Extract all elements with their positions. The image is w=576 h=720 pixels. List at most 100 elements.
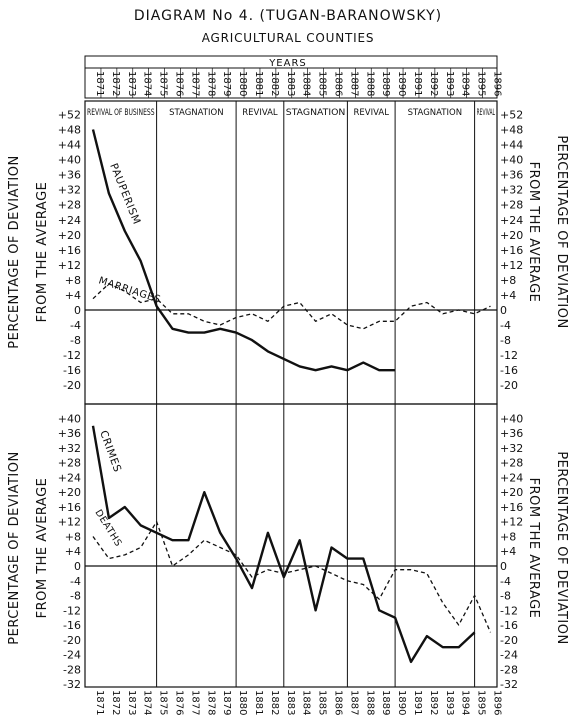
y-tick-right: +8 bbox=[500, 530, 516, 543]
y-tick-right: +24 bbox=[500, 471, 523, 484]
lower-left-ylabel-line1: PERCENTAGE OF DEVIATION bbox=[7, 451, 22, 644]
year-label-bottom: 1883 bbox=[285, 690, 296, 715]
y-tick-left: -20 bbox=[63, 379, 81, 392]
lower-panel-frame bbox=[84, 403, 498, 688]
upper-right-ylabel-line2: FROM THE AVERAGE bbox=[526, 162, 541, 303]
year-label-top: 1873 bbox=[126, 71, 137, 96]
series-pauperism-line bbox=[91, 129, 396, 372]
year-label-top: 1878 bbox=[205, 71, 216, 96]
y-tick-left: 0 bbox=[74, 304, 81, 317]
y-tick-left: -24 bbox=[63, 649, 81, 662]
y-tick-right: +40 bbox=[500, 154, 523, 167]
period-label: REVIVAL bbox=[354, 108, 390, 118]
year-label-top: 1876 bbox=[174, 71, 185, 96]
y-tick-left: +24 bbox=[58, 471, 81, 484]
year-label-bottom: 1895 bbox=[476, 690, 487, 715]
y-tick-left: +48 bbox=[58, 124, 81, 137]
y-tick-left: +40 bbox=[58, 154, 81, 167]
year-label-bottom: 1890 bbox=[396, 690, 407, 715]
year-label-top: 1894 bbox=[460, 71, 471, 96]
year-label-bottom: 1887 bbox=[348, 690, 359, 715]
year-label-bottom: 1876 bbox=[174, 690, 185, 715]
year-label-bottom: 1879 bbox=[221, 690, 232, 715]
upper-y-ticks: +52 +52+48 +48+44 +44+40 +40+36 +36+32 +32+28 +… bbox=[58, 108, 523, 392]
chart-title: DIAGRAM No 4. (TUGAN-BARANOWSKY) bbox=[134, 8, 442, 24]
y-tick-left: +44 bbox=[58, 139, 81, 152]
year-label-top: 1879 bbox=[221, 71, 232, 96]
series-deaths-line bbox=[92, 521, 492, 633]
year-label-bottom: 1885 bbox=[317, 690, 328, 715]
y-tick-right: +4 bbox=[500, 545, 516, 558]
y-tick-right: +12 bbox=[500, 259, 523, 272]
y-tick-right: -16 bbox=[500, 364, 518, 377]
y-tick-left: -4 bbox=[70, 319, 81, 332]
y-tick-right: -28 bbox=[500, 663, 518, 676]
year-label-top: 1887 bbox=[348, 71, 359, 96]
year-label-top: 1893 bbox=[444, 71, 455, 96]
period-label: REVIVAL bbox=[242, 108, 278, 118]
lower-y-ticks: +40 +40+36 +36+32 +32+28 +28+24 +24+20 +20+16 +… bbox=[58, 412, 523, 691]
y-tick-right: +28 bbox=[500, 457, 523, 470]
year-label-bottom: 1877 bbox=[189, 690, 200, 715]
y-tick-right: +36 bbox=[500, 169, 523, 182]
y-tick-left: +28 bbox=[58, 199, 81, 212]
series-crimes-line bbox=[91, 425, 476, 664]
y-tick-right: +12 bbox=[500, 516, 523, 529]
y-tick-left: -16 bbox=[63, 364, 81, 377]
y-tick-left: +20 bbox=[58, 486, 81, 499]
year-label-top: 1895 bbox=[476, 71, 487, 96]
y-tick-left: +20 bbox=[58, 229, 81, 242]
year-label-bottom: 1888 bbox=[364, 690, 375, 715]
y-tick-right: -20 bbox=[500, 634, 518, 647]
series-marriages-line bbox=[92, 283, 491, 330]
y-tick-right: +20 bbox=[500, 486, 523, 499]
y-tick-left: +4 bbox=[65, 545, 81, 558]
period-dividers bbox=[156, 101, 476, 687]
year-label-bottom: 1871 bbox=[94, 690, 105, 715]
y-tick-right: +16 bbox=[500, 244, 523, 257]
y-tick-left: -16 bbox=[63, 619, 81, 632]
lower-right-ylabel-line1: PERCENTAGE OF DEVIATION bbox=[554, 451, 569, 644]
year-label-top: 1888 bbox=[364, 71, 375, 96]
y-tick-right: +20 bbox=[500, 229, 523, 242]
y-tick-right: -16 bbox=[500, 619, 518, 632]
y-tick-right: +8 bbox=[500, 274, 516, 287]
lower-left-ylabel-line2: FROM THE AVERAGE bbox=[35, 478, 50, 619]
y-tick-right: -4 bbox=[500, 575, 511, 588]
y-tick-left: -4 bbox=[70, 575, 81, 588]
y-tick-left: +52 bbox=[58, 108, 81, 121]
y-tick-left: +16 bbox=[58, 244, 81, 257]
year-label-bottom: 1892 bbox=[428, 690, 439, 715]
upper-left-ylabel-line2: FROM THE AVERAGE bbox=[35, 182, 50, 323]
y-tick-right: +24 bbox=[500, 214, 523, 227]
years-header-frame bbox=[84, 55, 498, 99]
year-label-bottom: 1893 bbox=[444, 690, 455, 715]
year-label-top: 1890 bbox=[396, 71, 407, 96]
y-tick-right: +40 bbox=[500, 412, 523, 425]
y-tick-left: -8 bbox=[70, 590, 81, 603]
period-label: REVIVAL OF BUSINESS bbox=[87, 108, 155, 118]
y-tick-right: 0 bbox=[500, 304, 507, 317]
y-tick-right: -8 bbox=[500, 334, 511, 347]
y-tick-right: +32 bbox=[500, 442, 523, 455]
year-label-top: 1872 bbox=[110, 71, 121, 96]
y-tick-right: -8 bbox=[500, 590, 511, 603]
year-label-bottom: 1872 bbox=[110, 690, 121, 715]
y-tick-left: -12 bbox=[63, 349, 81, 362]
y-tick-left: 0 bbox=[74, 560, 81, 573]
period-labels: REVIVAL OF BUSINESS STAGNATION REVIVAL STAG… bbox=[87, 108, 495, 118]
year-label-bottom: 1875 bbox=[158, 690, 169, 715]
y-tick-left: -8 bbox=[70, 334, 81, 347]
year-label-top: 1881 bbox=[253, 71, 264, 96]
year-label-top: 1886 bbox=[333, 71, 344, 96]
y-tick-right: +32 bbox=[500, 184, 523, 197]
y-tick-right: -32 bbox=[500, 678, 518, 691]
year-label-bottom: 1896 bbox=[492, 690, 503, 715]
year-label-bottom: 1874 bbox=[142, 690, 153, 715]
year-label-top: 1871 bbox=[94, 71, 105, 96]
upper-panel-frame bbox=[84, 100, 498, 405]
y-tick-right: -20 bbox=[500, 379, 518, 392]
upper-left-ylabel-line1: PERCENTAGE OF DEVIATION bbox=[7, 155, 22, 348]
